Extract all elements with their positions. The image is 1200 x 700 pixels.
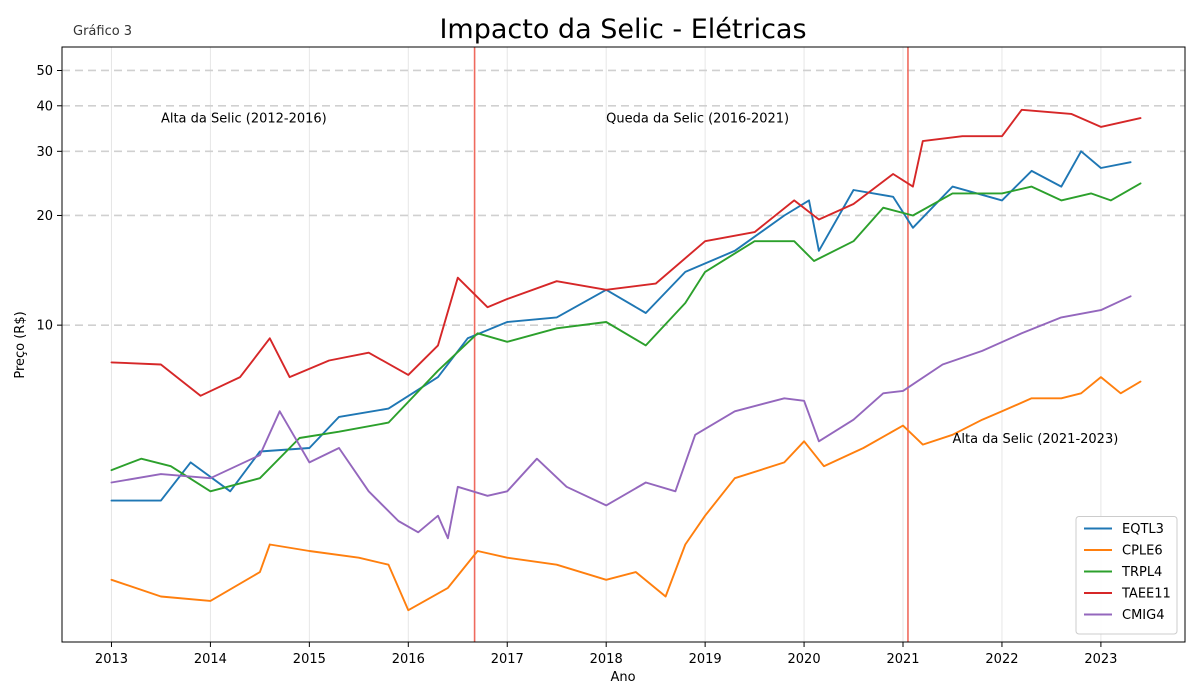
series-line-cple6 xyxy=(110,376,1142,612)
annotation-text: Alta da Selic (2012-2016) xyxy=(161,111,327,126)
y-tick-label: 50 xyxy=(36,64,53,79)
y-tick-label: 30 xyxy=(36,145,53,160)
y-tick-label: 20 xyxy=(36,209,53,224)
legend-label: EQTL3 xyxy=(1122,522,1164,537)
legend-label: TAEE11 xyxy=(1121,587,1171,602)
x-tick-label: 2013 xyxy=(95,652,128,667)
x-axis-label: Ano xyxy=(610,670,635,685)
y-axis-ticks: 10 20 30 40 50 xyxy=(36,64,62,334)
x-tick-label: 2019 xyxy=(689,652,722,667)
legend: EQTL3 CPLE6 TRPL4 TAEE11 CMIG4 xyxy=(1075,516,1178,635)
chart-title: Impacto da Selic - Elétricas xyxy=(439,14,806,45)
y-tick-label: 10 xyxy=(36,319,53,334)
x-tick-label: 2023 xyxy=(1084,652,1117,667)
series-line-taee11 xyxy=(110,108,1142,397)
legend-label: CMIG4 xyxy=(1122,608,1164,623)
legend-label: TRPL4 xyxy=(1121,565,1162,580)
y-axis-label: Preço (R$) xyxy=(13,311,28,378)
x-tick-label: 2017 xyxy=(491,652,524,667)
annotation-text: Alta da Selic (2021-2023) xyxy=(952,432,1118,447)
legend-box xyxy=(1075,516,1178,635)
chart-subtitle: Gráfico 3 xyxy=(73,24,132,39)
annotation-text: Queda da Selic (2016-2021) xyxy=(606,111,789,126)
x-tick-label: 2018 xyxy=(590,652,623,667)
x-axis-ticks: 2013 2014 2015 2016 2017 2018 2019 2020 2021 2022… xyxy=(95,642,1117,667)
series-layer xyxy=(110,108,1142,612)
selic-event-lines xyxy=(473,47,909,642)
legend-label: CPLE6 xyxy=(1122,544,1163,559)
x-tick-label: 2020 xyxy=(788,652,821,667)
y-tick-label: 40 xyxy=(36,99,53,114)
x-tick-label: 2014 xyxy=(194,652,227,667)
x-tick-label: 2015 xyxy=(293,652,326,667)
series-line-cmig4 xyxy=(110,295,1132,540)
x-tick-label: 2022 xyxy=(985,652,1018,667)
x-tick-label: 2016 xyxy=(392,652,425,667)
series-line-trpl4 xyxy=(110,182,1142,493)
plot-frame xyxy=(61,46,1186,643)
x-tick-label: 2021 xyxy=(886,652,919,667)
annotation-layer: Alta da Selic (2012-2016) Queda da Selic … xyxy=(161,111,1118,446)
